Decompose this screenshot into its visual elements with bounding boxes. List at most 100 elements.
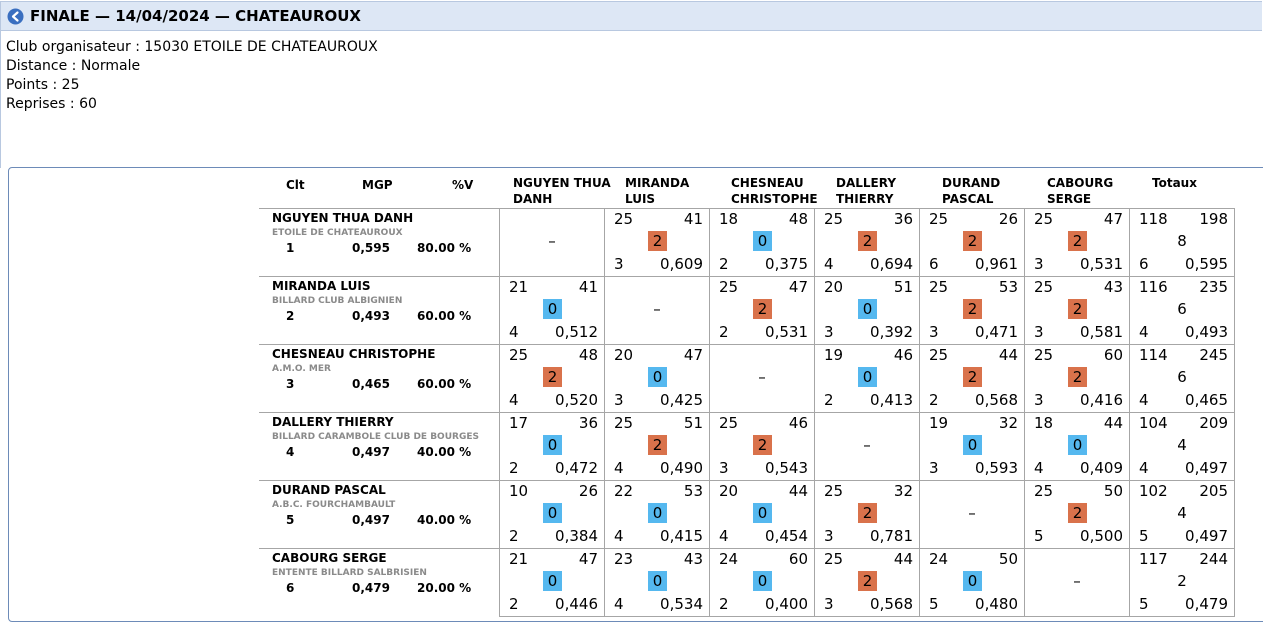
match-cell[interactable]: 25 43 2 3 0,581 [1024, 276, 1130, 345]
table-row: CHESNEAU CHRISTOPHE A.M.O. MER 3 0,465 60.00… [259, 344, 1235, 413]
match-cell[interactable]: 20 47 0 3 0,425 [604, 344, 710, 413]
match-cell[interactable]: 17 36 0 2 0,472 [499, 412, 605, 481]
match-cell[interactable]: 19 32 0 3 0,593 [919, 412, 1025, 481]
back-arrow-icon[interactable] [7, 8, 24, 25]
total-points: 117 [1139, 550, 1168, 568]
match-cell[interactable]: 25 60 2 3 0,416 [1024, 344, 1130, 413]
left-divider [0, 31, 1, 168]
player-win-pct: 40.00 % [417, 513, 472, 527]
match-cell[interactable]: 25 51 2 4 0,490 [604, 412, 710, 481]
player-win-pct: 80.00 % [417, 241, 472, 255]
match-cell[interactable]: 25 36 2 4 0,694 [814, 208, 920, 277]
match-cell[interactable]: 25 26 2 6 0,961 [919, 208, 1025, 277]
match-cell[interactable]: 25 41 2 3 0,609 [604, 208, 710, 277]
match-cell[interactable]: – [814, 412, 920, 481]
match-average: 0,409 [1080, 459, 1123, 477]
match-reprises: 46 [893, 346, 913, 364]
match-reprises: 26 [578, 482, 598, 500]
match-cell[interactable]: 19 46 0 2 0,413 [814, 344, 920, 413]
match-average: 0,609 [660, 255, 703, 273]
match-cell[interactable]: 10 26 0 2 0,384 [499, 480, 605, 549]
match-points: 25 [1034, 278, 1054, 296]
loss-badge: 0 [648, 367, 667, 387]
loss-badge: 0 [648, 503, 667, 523]
match-reprises: 26 [998, 210, 1018, 228]
match-cell[interactable]: 25 46 2 3 0,543 [709, 412, 815, 481]
player-rank: 3 [286, 377, 295, 391]
loss-badge: 0 [1068, 435, 1087, 455]
match-average: 0,454 [765, 527, 808, 545]
match-cell[interactable]: 25 44 2 3 0,568 [814, 548, 920, 617]
match-cell[interactable]: 25 32 2 3 0,781 [814, 480, 920, 549]
player-name: DALLERY THIERRY [272, 415, 394, 429]
match-cell[interactable]: 23 43 0 4 0,534 [604, 548, 710, 617]
player-mgp: 0,493 [352, 309, 390, 323]
player-name: CHESNEAU CHRISTOPHE [272, 347, 436, 361]
match-reprises: 60 [788, 550, 808, 568]
loss-badge: 0 [753, 571, 772, 591]
match-average: 0,416 [1080, 391, 1123, 409]
player-mgp: 0,479 [352, 581, 390, 595]
player-rank: 5 [286, 513, 295, 527]
loss-badge: 0 [858, 299, 877, 319]
match-cell[interactable]: 20 51 0 3 0,392 [814, 276, 920, 345]
win-badge: 2 [1068, 503, 1087, 523]
match-cell[interactable]: – [499, 208, 605, 277]
match-cell[interactable]: 21 41 0 4 0,512 [499, 276, 605, 345]
player-club: BILLARD CLUB ALBIGNIEN [272, 296, 403, 306]
header-opponent-line: CHRISTOPHE [731, 192, 818, 206]
match-best-series: 4 [509, 323, 519, 341]
match-points: 21 [509, 278, 529, 296]
match-reprises: 32 [893, 482, 913, 500]
match-cell[interactable]: 20 44 0 4 0,454 [709, 480, 815, 549]
match-average: 0,375 [765, 255, 808, 273]
match-best-series: 3 [1034, 323, 1044, 341]
match-average: 0,781 [870, 527, 913, 545]
match-cell[interactable]: 22 53 0 4 0,415 [604, 480, 710, 549]
match-cell[interactable]: – [919, 480, 1025, 549]
table-row: DURAND PASCAL A.B.C. FOURCHAMBAULT 5 0,497 4… [259, 480, 1235, 549]
match-cell[interactable]: – [709, 344, 815, 413]
loss-badge: 0 [963, 571, 982, 591]
total-reprises: 245 [1199, 346, 1228, 364]
win-badge: 2 [1068, 231, 1087, 251]
match-points: 25 [929, 278, 949, 296]
player-rank: 2 [286, 309, 295, 323]
total-average: 0,493 [1185, 323, 1228, 341]
points-line: Points : 25 [6, 77, 80, 93]
total-points: 116 [1139, 278, 1168, 296]
loss-badge: 0 [963, 435, 982, 455]
match-best-series: 4 [509, 391, 519, 409]
header-opponent-line: DALLERY [836, 176, 897, 190]
header-totals: Totaux [1152, 176, 1197, 190]
match-cell[interactable]: 18 48 0 2 0,375 [709, 208, 815, 277]
loss-badge: 0 [543, 571, 562, 591]
match-points: 25 [824, 482, 844, 500]
empty-cell-dash: – [758, 368, 766, 386]
match-reprises: 47 [683, 346, 703, 364]
match-cell[interactable]: 25 44 2 2 0,568 [919, 344, 1025, 413]
match-cell[interactable]: 25 47 2 2 0,531 [709, 276, 815, 345]
match-cell[interactable]: – [604, 276, 710, 345]
competition-info: Club organisateur : 15030 ETOILE DE CHAT… [6, 38, 378, 114]
match-reprises: 48 [578, 346, 598, 364]
match-cell[interactable]: 24 60 0 2 0,400 [709, 548, 815, 617]
match-average: 0,413 [870, 391, 913, 409]
header-opponent-line: DURAND [942, 176, 1001, 190]
match-cell[interactable]: 21 47 0 2 0,446 [499, 548, 605, 617]
match-average: 0,415 [660, 527, 703, 545]
match-cell[interactable]: – [1024, 548, 1130, 617]
match-average: 0,961 [975, 255, 1018, 273]
match-cell[interactable]: 25 48 2 4 0,520 [499, 344, 605, 413]
match-cell[interactable]: 25 47 2 3 0,531 [1024, 208, 1130, 277]
win-badge: 2 [963, 367, 982, 387]
match-cell[interactable]: 25 53 2 3 0,471 [919, 276, 1025, 345]
match-average: 0,392 [870, 323, 913, 341]
match-cell[interactable]: 24 50 0 5 0,480 [919, 548, 1025, 617]
player-rank: 4 [286, 445, 295, 459]
player-win-pct: 40.00 % [417, 445, 472, 459]
match-cell[interactable]: 25 50 2 5 0,500 [1024, 480, 1130, 549]
match-cell[interactable]: 18 44 0 4 0,409 [1024, 412, 1130, 481]
header-opponent-line: LUIS [625, 192, 656, 206]
match-average: 0,543 [765, 459, 808, 477]
